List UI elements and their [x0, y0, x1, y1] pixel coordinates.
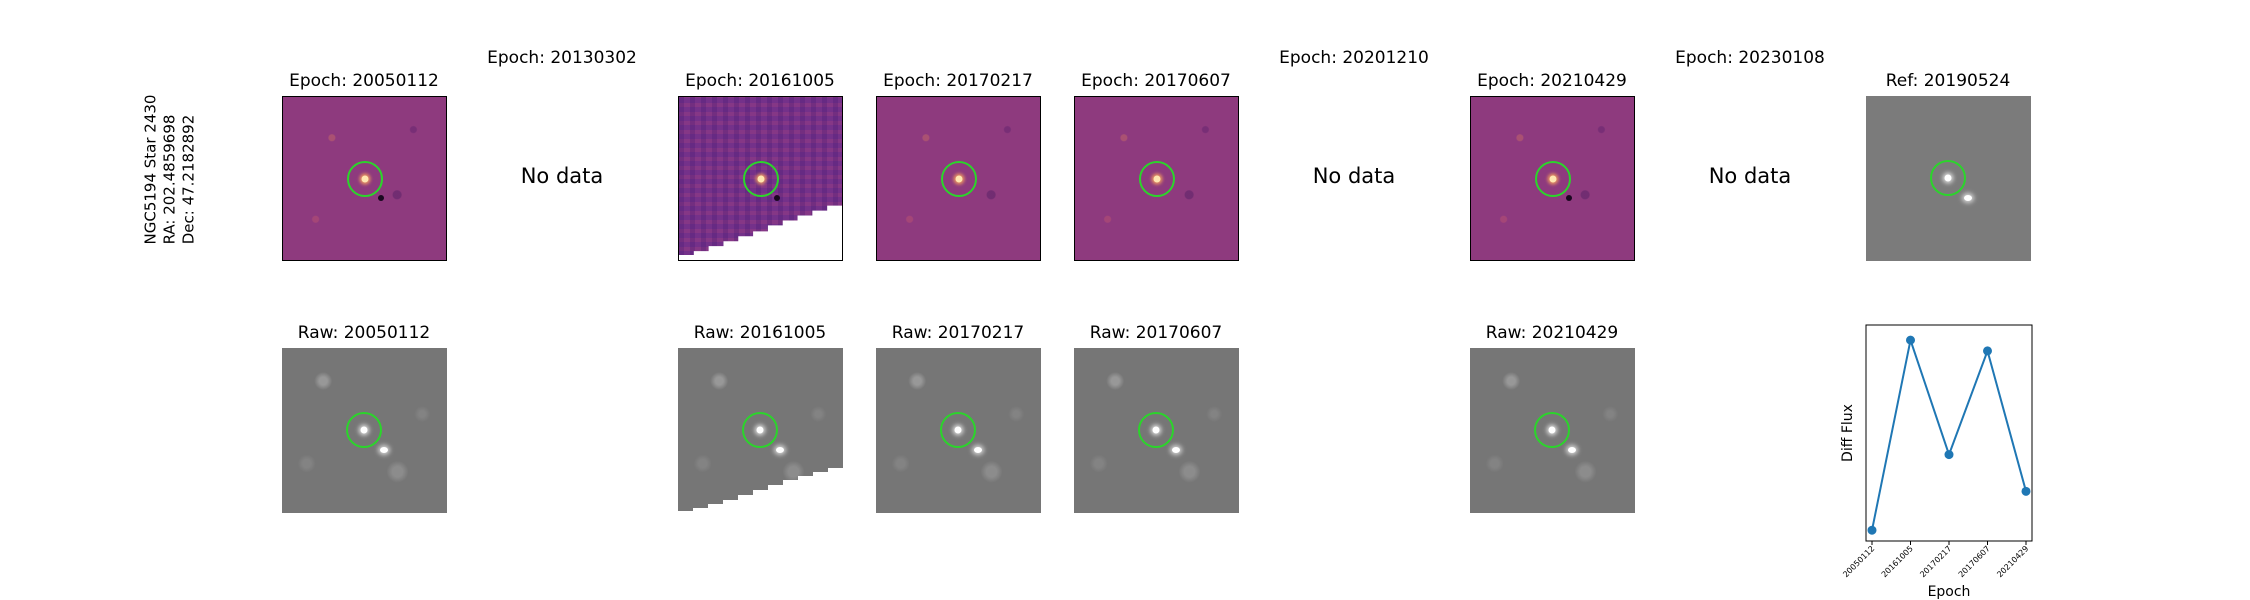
- series-line: [1871, 336, 2027, 531]
- diff-title-20161005: Epoch: 20161005: [685, 71, 835, 91]
- raw-title-20170217: Raw: 20170217: [891, 323, 1025, 343]
- diff-image-20161005: [678, 96, 843, 261]
- reference-image: [1866, 96, 2031, 261]
- negative-residual: [1566, 195, 1572, 201]
- diff-title-20210429: Epoch: 20210429: [1477, 71, 1627, 91]
- y-axis-label: Diff Flux: [1840, 404, 1856, 462]
- x-axis-label: Epoch: [1928, 584, 1971, 600]
- negative-residual: [774, 195, 780, 201]
- x-tick-label: 20210429: [1995, 544, 2030, 579]
- data-point: [1906, 335, 1915, 345]
- diff-title-20130302: Epoch: 20130302: [487, 48, 637, 68]
- x-tick-label: 20161005: [1880, 544, 1915, 579]
- raw-image-20210429: [1470, 348, 1635, 513]
- data-point: [2021, 486, 2031, 496]
- raw-title-20170607: Raw: 20170607: [1089, 323, 1223, 343]
- aperture-circle: [347, 161, 383, 197]
- star-identifier-label: NGC5194 Star 2430 RA: 202.4859698 Dec: 4…: [141, 94, 199, 245]
- diff-image-20170217: [876, 96, 1041, 261]
- neighbor-star: [1964, 195, 1972, 201]
- no-coverage-mask: [678, 468, 843, 513]
- neighbor-star: [776, 447, 784, 453]
- diff-title-20230108: Epoch: 20230108: [1675, 48, 1825, 68]
- data-point: [1867, 525, 1877, 535]
- aperture-circle: [1138, 412, 1174, 448]
- raw-title-20050112: Raw: 20050112: [297, 323, 431, 343]
- raw-image-20050112: [282, 348, 447, 513]
- object-name: NGC5194 Star 2430: [141, 94, 160, 245]
- aperture-circle: [940, 412, 976, 448]
- neighbor-star: [974, 447, 982, 453]
- aperture-circle: [1534, 412, 1570, 448]
- aperture-circle: [742, 412, 778, 448]
- aperture-circle: [1930, 160, 1966, 196]
- raw-image-20170607: [1074, 348, 1239, 513]
- no-coverage-mask: [679, 205, 842, 260]
- light-curve-chart: 20050112 20161005 20170217 20170607 20210429…: [1840, 324, 2033, 600]
- no-data-20230108: No data: [1708, 164, 1792, 188]
- neighbor-star: [1172, 447, 1180, 453]
- data-point: [1983, 346, 1992, 356]
- x-tick-label: 20050112: [1841, 544, 1876, 579]
- no-data-20130302: No data: [520, 164, 604, 188]
- diff-title-20170607: Epoch: 20170607: [1081, 71, 1231, 91]
- raw-title-20161005: Raw: 20161005: [693, 323, 827, 343]
- aperture-circle: [941, 161, 977, 197]
- aperture-circle: [346, 412, 382, 448]
- diff-image-20050112: [282, 96, 447, 261]
- x-tick-label: 20170217: [1918, 544, 1953, 579]
- raw-image-20161005: [678, 348, 843, 513]
- diff-title-20050112: Epoch: 20050112: [289, 71, 439, 91]
- aperture-circle: [1139, 161, 1175, 197]
- diff-image-20210429: [1470, 96, 1635, 261]
- dec-value: Dec: 47.2182892: [179, 114, 198, 245]
- raw-title-20210429: Raw: 20210429: [1485, 323, 1619, 343]
- ra-value: RA: 202.4859698: [160, 114, 179, 245]
- no-data-20201210: No data: [1312, 164, 1396, 188]
- x-tick-label: 20170607: [1957, 544, 1992, 579]
- ref-title: Ref: 20190524: [1885, 71, 2011, 91]
- diff-title-20201210: Epoch: 20201210: [1279, 48, 1429, 68]
- negative-residual: [378, 195, 384, 201]
- neighbor-star: [1568, 447, 1576, 453]
- aperture-circle: [1535, 161, 1571, 197]
- raw-image-20170217: [876, 348, 1041, 513]
- data-point: [1944, 450, 1954, 460]
- chart-marks: 20050112 20161005 20170217 20170607 20210429: [1841, 335, 2031, 579]
- aperture-circle: [743, 161, 779, 197]
- neighbor-star: [380, 447, 388, 453]
- diff-image-20170607: [1074, 96, 1239, 261]
- diff-title-20170217: Epoch: 20170217: [883, 71, 1033, 91]
